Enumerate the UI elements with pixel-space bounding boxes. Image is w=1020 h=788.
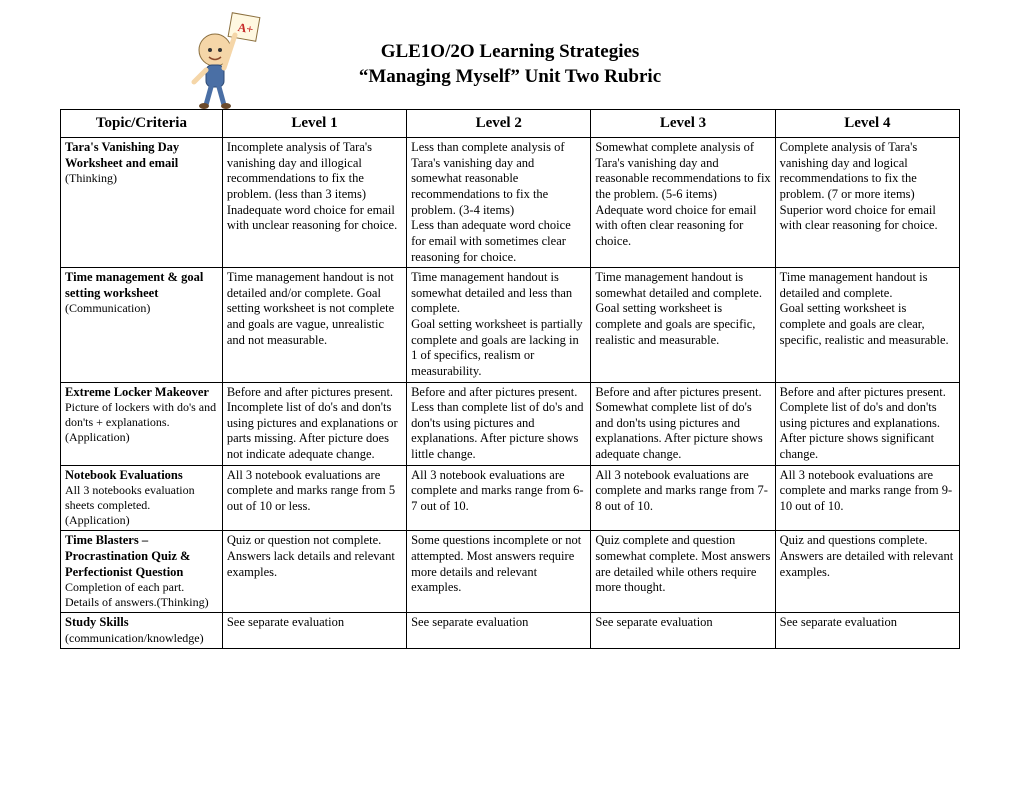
level-cell: Before and after pictures present. Incom… xyxy=(222,382,406,465)
table-row: Study Skills(communication/knowledge)See… xyxy=(61,613,960,649)
topic-cell: Time management & goal setting worksheet… xyxy=(61,268,223,382)
level-cell: All 3 notebook evaluations are complete … xyxy=(407,465,591,531)
level-cell: Quiz or question not complete. Answers l… xyxy=(222,531,406,613)
table-row: Time management & goal setting worksheet… xyxy=(61,268,960,382)
level-cell: See separate evaluation xyxy=(591,613,775,649)
topic-subtitle: All 3 notebooks evaluation sheets comple… xyxy=(65,483,218,528)
level-cell: All 3 notebook evaluations are complete … xyxy=(222,465,406,531)
level-cell: Some questions incomplete or not attempt… xyxy=(407,531,591,613)
title-line-2: “Managing Myself” Unit Two Rubric xyxy=(359,65,661,90)
topic-cell: Notebook EvaluationsAll 3 notebooks eval… xyxy=(61,465,223,531)
rubric-table: Topic/Criteria Level 1 Level 2 Level 3 L… xyxy=(60,109,960,648)
level-cell: Quiz and questions complete. Answers are… xyxy=(775,531,959,613)
topic-title: Study Skills xyxy=(65,615,218,631)
topic-title: Notebook Evaluations xyxy=(65,468,218,484)
level-cell: Quiz complete and question somewhat comp… xyxy=(591,531,775,613)
level-cell: Somewhat complete analysis of Tara's van… xyxy=(591,138,775,268)
topic-title: Tara's Vanishing Day Worksheet and email xyxy=(65,140,218,171)
col-header-level4: Level 4 xyxy=(775,110,959,138)
header-area: A+ GLE1O/2O Learning Strategies “M xyxy=(60,40,960,89)
table-row: Time Blasters – Procrastination Quiz & P… xyxy=(61,531,960,613)
level-cell: See separate evaluation xyxy=(407,613,591,649)
topic-title: Time Blasters – Procrastination Quiz & P… xyxy=(65,533,218,580)
level-cell: See separate evaluation xyxy=(222,613,406,649)
level-cell: Less than complete analysis of Tara's va… xyxy=(407,138,591,268)
level-cell: Time management handout is not detailed … xyxy=(222,268,406,382)
level-cell: Before and after pictures present. Somew… xyxy=(591,382,775,465)
level-cell: Time management handout is somewhat deta… xyxy=(591,268,775,382)
table-row: Extreme Locker MakeoverPicture of locker… xyxy=(61,382,960,465)
svg-text:A+: A+ xyxy=(237,20,255,37)
level-cell: All 3 notebook evaluations are complete … xyxy=(775,465,959,531)
topic-cell: Tara's Vanishing Day Worksheet and email… xyxy=(61,138,223,268)
topic-subtitle: Completion of each part. Details of answ… xyxy=(65,580,218,610)
col-header-level2: Level 2 xyxy=(407,110,591,138)
topic-subtitle: (communication/knowledge) xyxy=(65,631,218,646)
level-cell: Before and after pictures present. Less … xyxy=(407,382,591,465)
level-cell: All 3 notebook evaluations are complete … xyxy=(591,465,775,531)
level-cell: Complete analysis of Tara's vanishing da… xyxy=(775,138,959,268)
level-cell: Time management handout is detailed and … xyxy=(775,268,959,382)
topic-subtitle: (Communication) xyxy=(65,301,218,316)
col-header-level3: Level 3 xyxy=(591,110,775,138)
topic-subtitle: (Thinking) xyxy=(65,171,218,186)
topic-subtitle: Picture of lockers with do's and don'ts … xyxy=(65,400,218,445)
table-row: Notebook EvaluationsAll 3 notebooks eval… xyxy=(61,465,960,531)
level-cell: Before and after pictures present. Compl… xyxy=(775,382,959,465)
topic-cell: Extreme Locker MakeoverPicture of locker… xyxy=(61,382,223,465)
topic-title: Extreme Locker Makeover xyxy=(65,385,218,401)
mascot-illustration: A+ xyxy=(180,10,270,115)
level-cell: Incomplete analysis of Tara's vanishing … xyxy=(222,138,406,268)
table-row: Tara's Vanishing Day Worksheet and email… xyxy=(61,138,960,268)
title-block: GLE1O/2O Learning Strategies “Managing M… xyxy=(359,40,661,89)
level-cell: Time management handout is somewhat deta… xyxy=(407,268,591,382)
title-line-1: GLE1O/2O Learning Strategies xyxy=(359,40,661,65)
topic-cell: Study Skills(communication/knowledge) xyxy=(61,613,223,649)
topic-title: Time management & goal setting worksheet xyxy=(65,270,218,301)
level-cell: See separate evaluation xyxy=(775,613,959,649)
topic-cell: Time Blasters – Procrastination Quiz & P… xyxy=(61,531,223,613)
